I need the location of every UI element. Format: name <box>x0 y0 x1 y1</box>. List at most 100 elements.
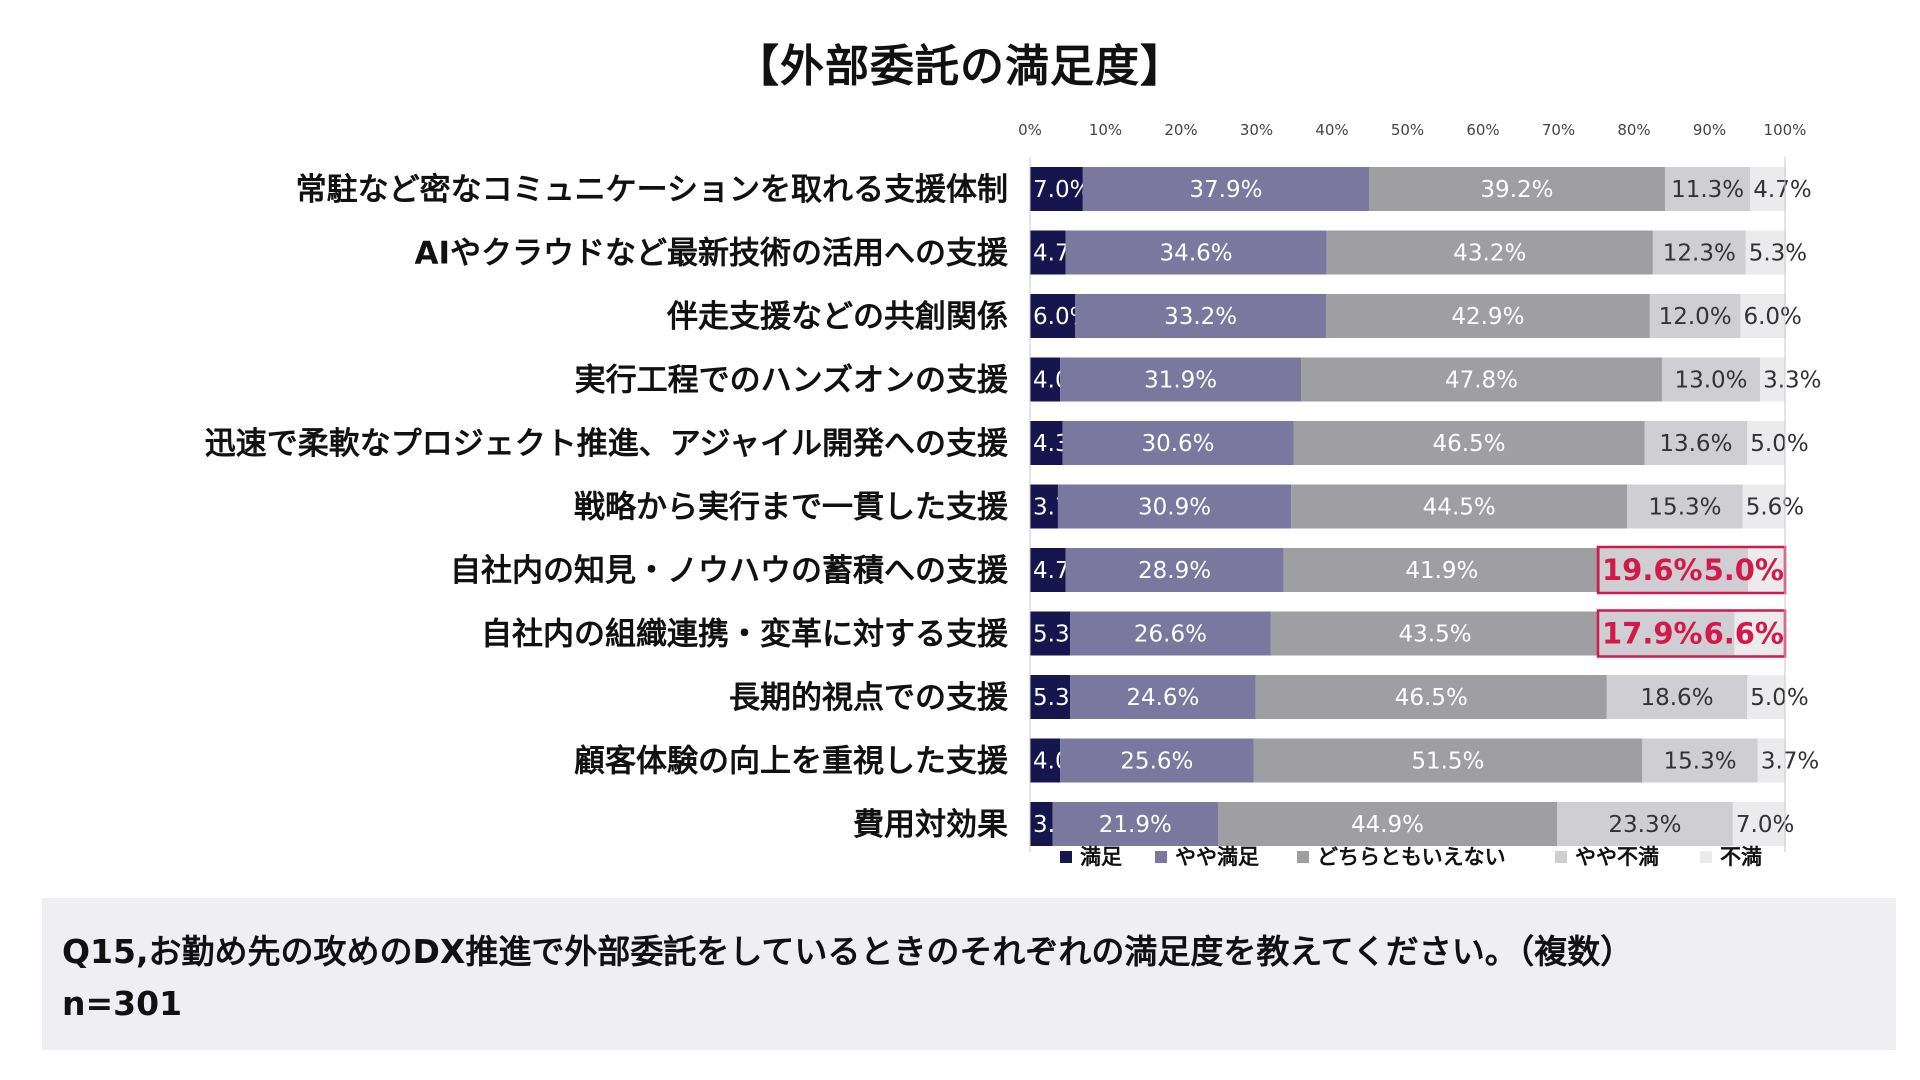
bar-segment <box>1060 357 1302 402</box>
bar-segment <box>1750 167 1786 211</box>
data-label: 46.5% <box>1395 685 1468 711</box>
bar-segment <box>1030 738 1061 783</box>
data-label: 4.7% <box>1753 177 1811 203</box>
bar-segment <box>1030 230 1066 275</box>
data-label: 43.5% <box>1399 622 1472 648</box>
x-tick-label: 90% <box>1693 121 1726 139</box>
category-label: 費用対効果 <box>853 807 1008 843</box>
data-label: 42.9% <box>1451 304 1524 330</box>
category-label: 戦略から実行まで一貫した支援 <box>574 490 1009 526</box>
bar-segment <box>1065 230 1327 275</box>
data-label: 7.0% <box>1033 177 1091 203</box>
legend-label: やや満足 <box>1175 845 1259 869</box>
category-label: 自社内の組織連携・変革に対する支援 <box>481 617 1009 653</box>
bar-segment <box>1052 802 1218 846</box>
bar-segment <box>1030 611 1071 656</box>
bar-segment <box>1293 421 1645 465</box>
data-label: 5.0% <box>1750 431 1808 457</box>
data-label: 28.9% <box>1138 558 1211 584</box>
data-label-highlight: 6.6% <box>1704 617 1784 651</box>
bar-segment <box>1368 167 1665 211</box>
bar-segment <box>1270 611 1600 656</box>
bar-segment <box>1075 294 1326 338</box>
x-tick-label: 30% <box>1240 121 1273 139</box>
data-label: 23.3% <box>1608 812 1681 838</box>
data-label-highlight: 5.0% <box>1704 553 1784 587</box>
bar-segment <box>1030 357 1061 402</box>
bar-segment <box>1661 357 1761 402</box>
x-tick-label: 50% <box>1391 121 1424 139</box>
bar-segment <box>1070 611 1271 656</box>
data-label: 7.0% <box>1736 812 1794 838</box>
data-label: 11.3% <box>1671 177 1744 203</box>
question-box: Q15,お勤め先の攻めのDX推進で外部委託をしているときのそれぞれの満足度を教え… <box>42 898 1896 1050</box>
category-label: 長期的視点での支援 <box>729 680 1009 716</box>
data-label: 43.2% <box>1453 241 1526 267</box>
bar-segment <box>1556 802 1733 846</box>
data-label: 5.3% <box>1749 241 1807 267</box>
data-label: 5.6% <box>1746 495 1804 521</box>
bar-segment <box>1760 357 1785 402</box>
stacked-bar-chart: 0% 10% 20% 30% 40% 50% 60% 70% 80% 90% 100% 常駐など密なコ… <box>205 121 1822 869</box>
chart-title: 【外部委託の満足度】 <box>735 41 1185 92</box>
legend-label: 不満 <box>1720 845 1762 869</box>
bar-segment <box>1748 548 1786 592</box>
bar-segment <box>1057 484 1292 529</box>
data-label: 18.6% <box>1640 685 1713 711</box>
bar-segment <box>1065 548 1284 592</box>
data-label: 13.6% <box>1659 431 1732 457</box>
data-label: 31.9% <box>1144 368 1217 394</box>
data-label: 12.0% <box>1659 304 1732 330</box>
category-label: AIやクラウドなど最新技術の活用への支援 <box>414 236 1009 272</box>
bar-segment <box>1030 548 1066 592</box>
bar-segment <box>1217 802 1557 846</box>
bar-segment <box>1062 421 1294 465</box>
data-label: 44.5% <box>1423 495 1496 521</box>
bar-segment <box>1030 167 1083 211</box>
data-label: 51.5% <box>1411 749 1484 775</box>
legend-swatch <box>1700 851 1712 863</box>
bar-segment <box>1030 484 1058 529</box>
data-label-highlight: 19.6% <box>1602 553 1703 587</box>
category-label: 常駐など密なコミュニケーションを取れる支援体制 <box>296 172 1008 208</box>
bar-segment <box>1757 738 1786 783</box>
bar-segment <box>1060 738 1254 783</box>
data-label: 34.6% <box>1160 241 1233 267</box>
bar-segment <box>1301 357 1662 402</box>
bar-segment <box>1030 802 1053 846</box>
bar-segment <box>1070 675 1256 719</box>
category-label: 自社内の知見・ノウハウの蓄積への支援 <box>450 553 1009 589</box>
bar-segment <box>1599 611 1735 656</box>
bar-segment <box>1644 421 1748 465</box>
category-label: 顧客体験の向上を重視した支援 <box>574 744 1009 780</box>
bar-segment <box>1606 675 1748 719</box>
legend-swatch <box>1155 851 1167 863</box>
bar-segment <box>1291 484 1628 529</box>
x-tick-label: 0% <box>1018 121 1042 139</box>
bar-segment <box>1734 611 1785 656</box>
bar-segment <box>1030 675 1071 719</box>
data-label: 6.0% <box>1743 304 1801 330</box>
data-label: 47.8% <box>1445 368 1518 394</box>
x-tick-label: 80% <box>1617 121 1650 139</box>
legend-swatch <box>1297 851 1309 863</box>
x-tick-label: 60% <box>1466 121 1499 139</box>
data-label: 15.3% <box>1648 495 1721 521</box>
bar-segment <box>1030 294 1076 338</box>
bar-segment <box>1030 421 1063 465</box>
data-label: 44.9% <box>1351 812 1424 838</box>
legend-swatch <box>1060 851 1072 863</box>
x-tick-label: 70% <box>1542 121 1575 139</box>
bar-segment <box>1253 738 1643 783</box>
legend-label: 満足 <box>1080 845 1122 869</box>
bar-segment <box>1283 548 1601 592</box>
bar-segment <box>1745 230 1786 275</box>
sample-size: n=301 <box>62 984 183 1023</box>
legend-label: どちらともいえない <box>1317 845 1506 869</box>
bar-segment <box>1747 421 1785 465</box>
data-label: 15.3% <box>1664 749 1737 775</box>
bar-segment <box>1326 230 1653 275</box>
bar-segment <box>1747 675 1785 719</box>
x-tick-label: 10% <box>1089 121 1122 139</box>
data-label: 30.9% <box>1138 495 1211 521</box>
